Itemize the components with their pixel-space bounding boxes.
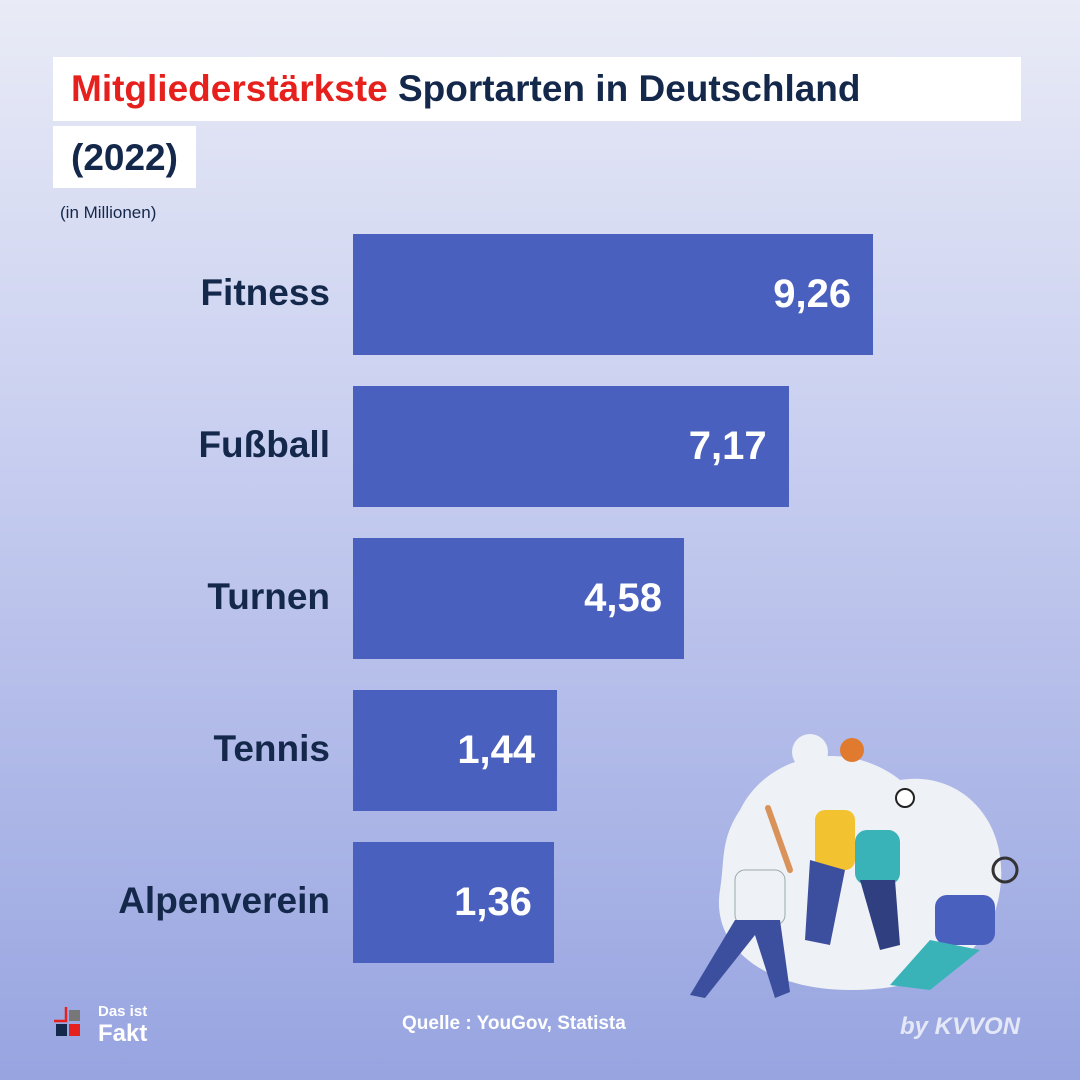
title-highlight: Mitgliederstärkste <box>71 68 388 109</box>
bar-alpenverein: 1,36 <box>353 842 554 963</box>
logo-text: Das ist Fakt <box>98 1003 148 1047</box>
value-label: 4,58 <box>584 576 663 620</box>
title-line-1: Mitgliederstärkste Sportarten in Deutsch… <box>53 57 1021 121</box>
title-line-2: (2022) <box>53 126 196 188</box>
bar-fitness: 9,26 <box>353 234 874 355</box>
category-label: Alpenverein <box>118 880 330 921</box>
value-label: 1,36 <box>454 880 532 924</box>
value-label: 1,44 <box>457 728 536 772</box>
sports-illustration-icon <box>690 734 1019 998</box>
category-label: Tennis <box>213 728 331 769</box>
bar-fußball: 7,17 <box>353 386 789 507</box>
das-ist-fakt-logo-icon <box>54 1007 80 1036</box>
logo-line-2: Fakt <box>98 1019 148 1047</box>
title-rest: Sportarten in Deutschland <box>387 68 861 109</box>
bar-tennis: 1,44 <box>353 690 558 811</box>
unit-label: (in Millionen) <box>60 203 157 222</box>
bar-turnen: 4,58 <box>353 538 685 659</box>
value-label: 9,26 <box>773 272 852 316</box>
category-label: Fitness <box>200 272 330 313</box>
byline: by KVVON <box>900 1013 1021 1040</box>
source-note: Quelle : YouGov, Statista <box>402 1013 626 1034</box>
category-label: Fußball <box>198 424 330 465</box>
value-label: 7,17 <box>688 424 767 468</box>
category-label: Turnen <box>207 576 330 617</box>
logo-line-1: Das ist <box>98 1003 148 1020</box>
